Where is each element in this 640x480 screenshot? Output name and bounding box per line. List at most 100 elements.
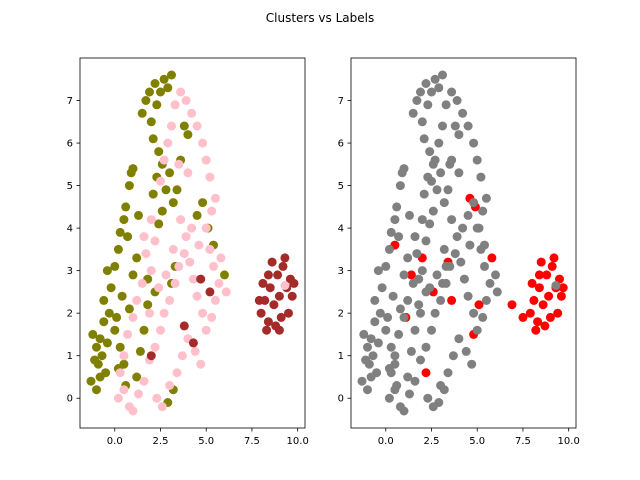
scatter-points [357, 70, 568, 416]
scatter-point [159, 155, 169, 165]
scatter-point [412, 96, 422, 105]
scatter-point [280, 253, 290, 263]
scatter-point [423, 393, 433, 403]
scatter-point [192, 210, 202, 220]
scatter-point [381, 261, 391, 271]
scatter-point [507, 300, 517, 310]
scatter-point [478, 312, 488, 322]
scatter-point [542, 270, 552, 280]
scatter-point [430, 74, 440, 84]
scatter-point [551, 281, 561, 290]
scatter-point [416, 308, 425, 318]
scatter-point [159, 308, 169, 318]
scatter-point [99, 295, 109, 305]
scatter-point [139, 232, 149, 242]
scatter-point [137, 108, 147, 118]
y-tick-label: 2 [67, 309, 73, 320]
scatter-point [145, 87, 154, 97]
scatter-point [427, 325, 436, 335]
axes-frame [79, 57, 306, 429]
scatter-point [410, 376, 420, 386]
scatter-point [403, 295, 413, 305]
scatter-point [152, 100, 162, 110]
scatter-point [386, 227, 396, 237]
scatter-point [161, 270, 171, 280]
scatter-point [274, 291, 284, 301]
scatter-point [141, 96, 151, 105]
scatter-point [190, 346, 200, 356]
scatter-point [139, 376, 149, 386]
scatter-point [154, 219, 164, 229]
scatter-point [381, 325, 391, 335]
scatter-point [558, 283, 568, 293]
scatter-point [134, 210, 143, 220]
scatter-point [436, 295, 446, 305]
scatter-plot-clusters: 0.0 2.5 5.0 7.5 10.0 0 1 2 3 4 5 6 7 [67, 57, 309, 447]
scatter-point [123, 329, 133, 339]
scatter-point [370, 295, 380, 305]
scatter-point [430, 155, 440, 165]
scatter-point [95, 372, 105, 382]
scatter-point [485, 278, 495, 288]
scatter-point [469, 198, 479, 208]
scatter-point [134, 389, 143, 399]
scatter-point [403, 372, 413, 382]
scatter-point [205, 287, 215, 297]
scatter-point [132, 372, 142, 382]
scatter-point [472, 155, 482, 165]
scatter-point [198, 198, 208, 208]
scatter-point [399, 270, 409, 280]
scatter-point [157, 402, 167, 412]
scatter-point [102, 338, 112, 348]
scatter-point [441, 100, 451, 110]
x-tick-label: 5.0 [469, 436, 485, 447]
scatter-point [165, 295, 175, 305]
y-tick-label: 4 [67, 224, 73, 235]
scatter-point [405, 210, 414, 220]
scatter-point [533, 317, 543, 327]
scatter-point [258, 278, 268, 288]
axes-frame [350, 57, 577, 429]
scatter-point [540, 321, 550, 331]
scatter-point [177, 351, 187, 361]
scatter-point [115, 342, 125, 352]
scatter-point [124, 304, 134, 314]
y-tick-label: 6 [338, 139, 344, 150]
scatter-point [373, 266, 383, 276]
y-tick-label: 3 [67, 266, 73, 277]
scatter-point [150, 236, 160, 246]
scatter-point [538, 300, 548, 310]
scatter-point [384, 393, 394, 403]
scatter-point [472, 223, 482, 233]
scatter-point [278, 261, 288, 271]
scatter-point [194, 240, 204, 250]
scatter-point [458, 223, 468, 233]
scatter-point [447, 295, 457, 305]
scatter-point [207, 206, 217, 216]
scatter-points [86, 70, 299, 416]
scatter-point [425, 283, 435, 293]
scatter-point [417, 266, 427, 276]
scatter-point [187, 108, 197, 118]
scatter-point [205, 172, 215, 182]
scatter-point [405, 389, 414, 399]
scatter-point [527, 278, 537, 288]
scatter-point [399, 312, 409, 322]
scatter-point [198, 308, 208, 318]
scatter-point [154, 283, 164, 293]
y-tick-label: 1 [338, 351, 344, 362]
scatter-point [154, 147, 164, 157]
scatter-point [363, 385, 372, 395]
scatter-point [263, 317, 273, 327]
x-tick-label: 10.0 [558, 436, 580, 447]
scatter-point [443, 368, 453, 378]
scatter-point [128, 406, 138, 416]
x-tick-label: 10.0 [287, 436, 309, 447]
scatter-point [467, 359, 477, 369]
scatter-point [88, 329, 98, 339]
scatter-point [256, 308, 266, 318]
scatter-point [525, 308, 535, 318]
scatter-point [421, 79, 431, 88]
scatter-point [152, 393, 162, 403]
